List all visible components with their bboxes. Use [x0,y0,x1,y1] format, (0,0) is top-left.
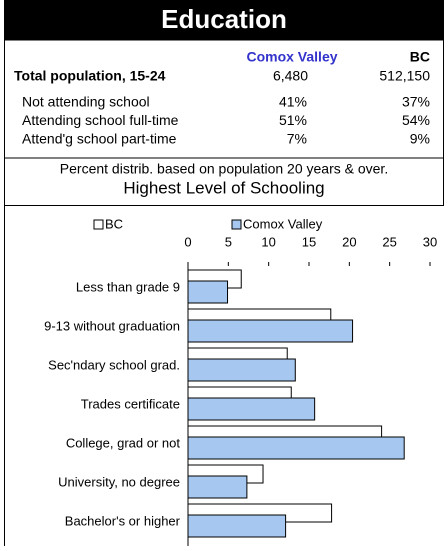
category-label: Bachelor's or higher [65,513,181,528]
bar [187,475,248,499]
row-value: 37% [402,94,430,110]
row-value: 51% [279,112,307,128]
bar [187,358,296,382]
row-label: Attend'g school part-time [22,131,177,147]
note: Percent distrib. based on population 20 … [60,161,388,177]
total-label: Total population, 15-24 [14,68,166,84]
table-box [4,39,444,159]
total-value: 6,480 [273,68,308,84]
row-label: Not attending school [22,94,150,110]
category-label: Trades certificate [81,396,180,411]
row-value: 54% [402,112,430,128]
bar [187,514,287,538]
legend-swatch [93,219,104,230]
category-label: Less than grade 9 [76,279,180,294]
row-value: 7% [287,131,307,147]
x-tick-label: 10 [261,234,275,249]
legend-label: BC [105,216,123,231]
legend-swatch [231,219,242,230]
chart-title: Highest Level of Schooling [123,178,324,197]
bar [187,280,229,304]
bar [187,319,354,343]
x-tick-label: 15 [302,234,316,249]
row-label: Attending school full-time [22,112,179,128]
x-tick-label: 5 [225,234,232,249]
bar [187,397,316,421]
x-tick-label: 20 [342,234,356,249]
x-tick-label: 25 [382,234,396,249]
x-tick-label: 30 [423,234,437,249]
bar [187,436,405,460]
category-label: 9-13 without graduation [44,318,180,333]
total-value: 512,150 [379,68,430,84]
row-value: 9% [410,131,430,147]
category-label: University, no degree [58,474,180,489]
row-value: 41% [279,94,307,110]
x-tick-label: 0 [184,234,191,249]
legend-label: Comox Valley [243,216,323,231]
header-title: Education [161,4,287,34]
column-header: BC [410,49,430,65]
column-header: Comox Valley [246,49,337,65]
category-label: College, grad or not [66,435,181,450]
category-label: Sec'ndary school grad. [48,357,180,372]
header-bar [4,0,444,40]
